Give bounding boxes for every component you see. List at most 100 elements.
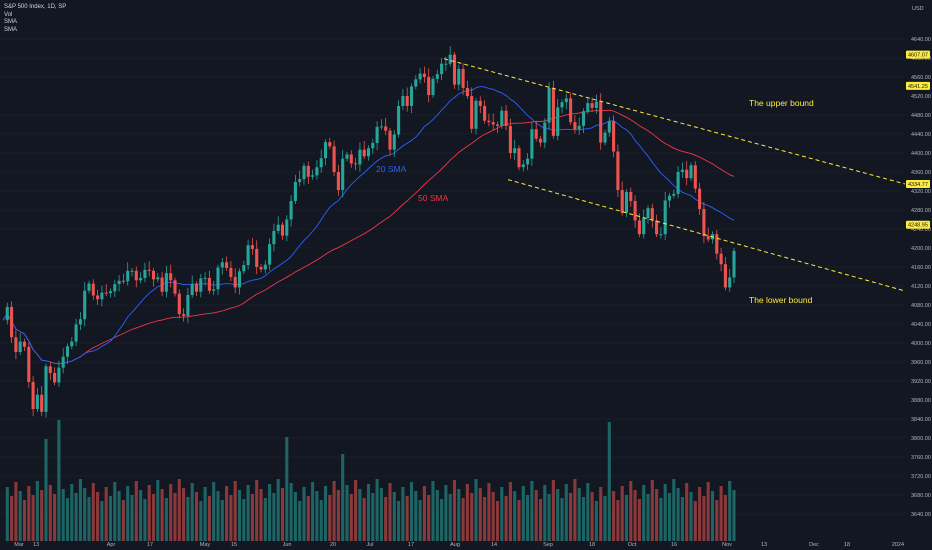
- volume-bar: [607, 422, 611, 541]
- volume-bar: [293, 492, 297, 541]
- sma50-line: [2, 109, 735, 365]
- y-tick-label: 4120.00: [911, 284, 931, 290]
- y-tick-label: 4600.00: [911, 56, 931, 62]
- volume-bar: [169, 484, 173, 541]
- candle-body: [534, 129, 538, 139]
- upper-bound-annotation: The upper bound: [749, 98, 814, 108]
- candle-body: [328, 142, 332, 147]
- candle-body: [624, 191, 629, 213]
- volume-bar: [302, 487, 306, 541]
- candle-body: [311, 175, 315, 177]
- time-axis[interactable]: Mar 13 Apr 17 May 15 Jun 20 Jul 17 Aug 14 Sep 18 Oct 16…: [14, 542, 904, 548]
- volume-bar: [556, 489, 560, 541]
- candle-body: [633, 200, 637, 221]
- candle-body: [354, 163, 358, 165]
- y-tick-label: 4200.00: [911, 246, 931, 252]
- volume-bar: [715, 500, 719, 541]
- candle-body: [40, 394, 44, 412]
- price-axis[interactable]: 4640.00 4600.00 4560.00 4520.00 4480.00 4440.…: [911, 37, 931, 518]
- candle-body: [349, 154, 353, 164]
- candle-body: [74, 324, 78, 342]
- candle-body: [147, 269, 151, 271]
- indicator-sma-2[interactable]: SMA: [4, 26, 18, 33]
- volume-bar: [186, 497, 190, 541]
- candlesticks: [5, 46, 736, 418]
- candle-body: [680, 169, 684, 172]
- x-tick-label: 14: [491, 542, 497, 548]
- volume-bar: [14, 482, 18, 541]
- volume-bar: [616, 500, 620, 541]
- candle-body: [18, 341, 22, 353]
- candle-body: [302, 165, 306, 180]
- volume-bar: [259, 489, 263, 541]
- volume-bar: [590, 492, 594, 541]
- candle-body: [409, 86, 414, 106]
- candle-body: [203, 277, 207, 279]
- volume-bar: [315, 491, 319, 541]
- volume-bar: [470, 493, 474, 541]
- volume-bar: [268, 484, 272, 541]
- candle-body: [250, 245, 254, 249]
- candle-body: [581, 111, 586, 126]
- sma20-annotation: 20 SMA: [376, 164, 407, 174]
- volume-bar: [452, 480, 457, 541]
- candle-body: [676, 172, 680, 194]
- volume-bar: [384, 497, 388, 541]
- price-tags: 4607.07 4541.25 4334.77 4248.95: [906, 50, 930, 229]
- candle-body: [483, 105, 487, 121]
- volume-bar: [534, 490, 538, 541]
- indicator-sma-1[interactable]: SMA: [4, 19, 18, 25]
- trend-channel[interactable]: [443, 58, 906, 292]
- candle-body: [220, 262, 224, 268]
- volume-bar: [57, 420, 61, 541]
- candle-body: [285, 219, 289, 236]
- candle-body: [620, 190, 624, 213]
- y-tick-label: 4000.00: [911, 341, 931, 347]
- volume-bar: [237, 490, 242, 541]
- x-tick-label: May: [200, 542, 211, 548]
- candle-body: [556, 107, 560, 136]
- candle-body: [685, 169, 689, 179]
- candle-body: [405, 96, 409, 106]
- volume-bar: [517, 500, 521, 541]
- x-tick-label: 2024: [892, 542, 904, 548]
- candle-body: [332, 146, 336, 172]
- candle-body: [246, 245, 250, 266]
- candle-body: [650, 208, 654, 221]
- x-tick-label: Jul: [366, 542, 373, 548]
- candle-body: [504, 110, 508, 126]
- candle-body: [538, 138, 543, 143]
- y-tick-label: 3720.00: [911, 474, 931, 480]
- candle-body: [272, 230, 276, 245]
- candle-body: [431, 78, 435, 96]
- candle-body: [491, 122, 495, 125]
- x-tick-label: 16: [671, 542, 677, 548]
- volume-bar: [61, 489, 65, 541]
- indicator-vol[interactable]: Vol: [4, 11, 13, 18]
- candle-body: [594, 101, 598, 108]
- candle-body: [229, 267, 233, 277]
- candle-body: [134, 270, 138, 281]
- y-tick-label: 4280.00: [911, 208, 931, 214]
- volume-bar: [547, 494, 551, 541]
- volume-bar: [538, 499, 543, 541]
- candle-body: [164, 273, 168, 292]
- volume-bar: [40, 490, 44, 541]
- candle-body: [513, 148, 517, 153]
- candle-body: [414, 79, 418, 87]
- volume-bar: [289, 483, 293, 541]
- volume-bar: [698, 487, 702, 541]
- candle-body: [603, 132, 607, 143]
- candle-body: [689, 165, 693, 179]
- candle-body: [336, 172, 340, 191]
- candle-body: [371, 143, 375, 149]
- chart-title[interactable]: S&P 500 Index, 1D, SP: [4, 4, 67, 10]
- volume-bar: [212, 482, 216, 541]
- volume-bar: [663, 484, 667, 541]
- candle-body: [186, 295, 190, 316]
- y-tick-label: 3680.00: [911, 493, 931, 499]
- candle-body: [126, 270, 130, 282]
- candle-body: [698, 188, 702, 210]
- price-tag-label: 4334.77: [908, 182, 928, 188]
